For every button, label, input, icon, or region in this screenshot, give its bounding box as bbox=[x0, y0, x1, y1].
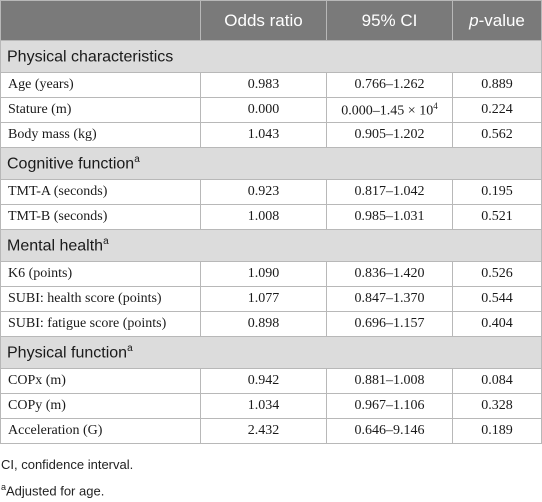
section-title: Cognitive function bbox=[7, 155, 135, 173]
header-p-italic: p bbox=[469, 10, 479, 30]
section-title: Mental health bbox=[7, 237, 104, 255]
section-row-physical-characteristics: Physical characteristics bbox=[0, 40, 542, 73]
odds-ratio-cell: 1.090 bbox=[200, 261, 327, 287]
ci-cell: 0.881–1.008 bbox=[326, 368, 453, 394]
row-label: Body mass (kg) bbox=[0, 122, 201, 148]
ci-value: 0.000–1.45 × 10 bbox=[341, 103, 434, 119]
ci-cell: 0.817–1.042 bbox=[326, 179, 453, 205]
header-blank bbox=[0, 0, 201, 41]
section-title-cell: Cognitive functiona bbox=[0, 147, 542, 180]
table-row: Age (years) 0.983 0.766–1.262 0.889 bbox=[0, 72, 542, 98]
ci-cell: 0.696–1.157 bbox=[326, 311, 453, 337]
p-value-cell: 0.084 bbox=[452, 368, 542, 394]
row-label: Age (years) bbox=[0, 72, 201, 98]
p-value-cell: 0.544 bbox=[452, 286, 542, 312]
p-value-cell: 0.889 bbox=[452, 72, 542, 98]
odds-ratio-cell: 1.043 bbox=[200, 122, 327, 148]
p-value-cell: 0.521 bbox=[452, 204, 542, 230]
section-title: Physical function bbox=[7, 344, 128, 362]
row-label: COPx (m) bbox=[0, 368, 201, 394]
section-footnote-mark: a bbox=[134, 153, 140, 165]
section-footnote-mark: a bbox=[127, 342, 133, 354]
row-label: K6 (points) bbox=[0, 261, 201, 287]
odds-ratio-cell: 0.923 bbox=[200, 179, 327, 205]
table-row: TMT-A (seconds) 0.923 0.817–1.042 0.195 bbox=[0, 179, 542, 205]
header-ci: 95% CI bbox=[326, 0, 453, 41]
header-p-value: p-value bbox=[452, 0, 542, 41]
section-footnote-mark: a bbox=[103, 235, 109, 247]
row-label: SUBI: health score (points) bbox=[0, 286, 201, 312]
header-odds-ratio: Odds ratio bbox=[200, 0, 327, 41]
ci-cell: 0.967–1.106 bbox=[326, 393, 453, 419]
table-row: Stature (m) 0.000 0.000–1.45 × 104 0.224 bbox=[0, 97, 542, 123]
section-row-physical-function: Physical functiona bbox=[0, 336, 542, 369]
odds-ratio-cell: 0.983 bbox=[200, 72, 327, 98]
section-row-mental-health: Mental healtha bbox=[0, 229, 542, 262]
p-value-cell: 0.195 bbox=[452, 179, 542, 205]
p-value-cell: 0.562 bbox=[452, 122, 542, 148]
ci-cell: 0.905–1.202 bbox=[326, 122, 453, 148]
table-row: SUBI: health score (points) 1.077 0.847–… bbox=[0, 286, 542, 312]
header-p-rest: -value bbox=[478, 10, 525, 30]
odds-ratio-cell: 0.000 bbox=[200, 97, 327, 123]
results-table: Odds ratio 95% CI p-value Physical chara… bbox=[0, 0, 542, 444]
odds-ratio-cell: 2.432 bbox=[200, 418, 327, 444]
ci-cell: 0.847–1.370 bbox=[326, 286, 453, 312]
row-label: TMT-B (seconds) bbox=[0, 204, 201, 230]
ci-cell: 0.766–1.262 bbox=[326, 72, 453, 98]
ci-cell: 0.646–9.146 bbox=[326, 418, 453, 444]
ci-cell: 0.000–1.45 × 104 bbox=[326, 97, 453, 123]
p-value-cell: 0.404 bbox=[452, 311, 542, 337]
row-label: TMT-A (seconds) bbox=[0, 179, 201, 205]
odds-ratio-cell: 1.008 bbox=[200, 204, 327, 230]
odds-ratio-cell: 0.942 bbox=[200, 368, 327, 394]
ci-cell: 0.836–1.420 bbox=[326, 261, 453, 287]
table-row: COPy (m) 1.034 0.967–1.106 0.328 bbox=[0, 393, 542, 419]
table-row: Body mass (kg) 1.043 0.905–1.202 0.562 bbox=[0, 122, 542, 148]
table-row: SUBI: fatigue score (points) 0.898 0.696… bbox=[0, 311, 542, 337]
section-title-cell: Mental healtha bbox=[0, 229, 542, 262]
section-title-cell: Physical functiona bbox=[0, 336, 542, 369]
ci-cell: 0.985–1.031 bbox=[326, 204, 453, 230]
table-row: TMT-B (seconds) 1.008 0.985–1.031 0.521 bbox=[0, 204, 542, 230]
p-value-cell: 0.189 bbox=[452, 418, 542, 444]
p-value-cell: 0.224 bbox=[452, 97, 542, 123]
footnote-ci: CI, confidence interval. bbox=[1, 457, 134, 472]
row-label: Acceleration (G) bbox=[0, 418, 201, 444]
row-label: SUBI: fatigue score (points) bbox=[0, 311, 201, 337]
table-row: COPx (m) 0.942 0.881–1.008 0.084 bbox=[0, 368, 542, 394]
footnote-adjusted-text: Adjusted for age. bbox=[6, 483, 105, 499]
ci-exponent: 4 bbox=[433, 100, 438, 111]
section-title-cell: Physical characteristics bbox=[0, 40, 542, 73]
footnote-adjusted: aAdjusted for age. bbox=[1, 476, 542, 498]
p-value-cell: 0.526 bbox=[452, 261, 542, 287]
header-row: Odds ratio 95% CI p-value bbox=[0, 0, 542, 41]
odds-ratio-cell: 1.034 bbox=[200, 393, 327, 419]
odds-ratio-cell: 1.077 bbox=[200, 286, 327, 312]
row-label: Stature (m) bbox=[0, 97, 201, 123]
odds-ratio-cell: 0.898 bbox=[200, 311, 327, 337]
row-label: COPy (m) bbox=[0, 393, 201, 419]
table-row: K6 (points) 1.090 0.836–1.420 0.526 bbox=[0, 261, 542, 287]
table-row: Acceleration (G) 2.432 0.646–9.146 0.189 bbox=[0, 418, 542, 444]
p-value-cell: 0.328 bbox=[452, 393, 542, 419]
section-title: Physical characteristics bbox=[7, 48, 174, 66]
section-row-cognitive-function: Cognitive functiona bbox=[0, 147, 542, 180]
table-footnotes: CI, confidence interval. aAdjusted for a… bbox=[0, 454, 542, 498]
